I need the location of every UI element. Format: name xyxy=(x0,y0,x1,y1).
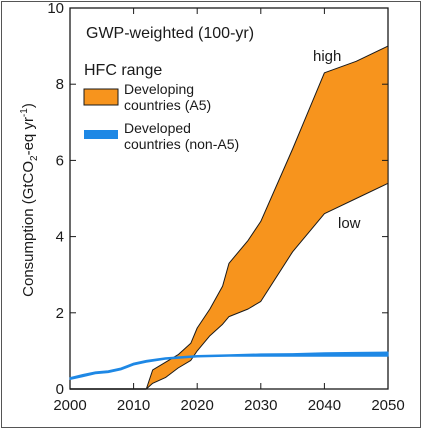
y-tick-label: 8 xyxy=(56,76,64,93)
legend-label-a5-line1: Developing xyxy=(124,81,194,97)
annotation-high: high xyxy=(313,48,341,65)
legend-label-a5-line2: countries (A5) xyxy=(124,97,211,113)
x-tick-label: 2030 xyxy=(244,397,277,414)
y-tick-label: 4 xyxy=(56,229,64,246)
y-axis-label-sub: 2 xyxy=(29,155,40,161)
series-layer xyxy=(69,45,389,390)
y-axis-label-sup: -1 xyxy=(19,108,30,117)
tick-layer: 2000 2010 2020 2030 2040 2050 0 2 4 6 8 10 xyxy=(47,0,404,414)
legend-swatch-a5 xyxy=(83,88,119,106)
y-tick-label: 2 xyxy=(56,305,64,322)
x-tick-label: 2020 xyxy=(181,397,214,414)
y-axis-label-part-3: ) xyxy=(20,103,37,108)
x-tick-label: 2000 xyxy=(53,397,86,414)
legend-swatch-non-a5 xyxy=(84,130,118,139)
legend-label-non-a5-line1: Developed xyxy=(124,120,191,136)
y-axis-label: Consumption (GtCO2-eq yr-1) xyxy=(19,103,40,297)
y-tick-label: 10 xyxy=(47,0,64,17)
y-axis-label-part-2: -eq yr xyxy=(20,117,37,155)
annotation-low: low xyxy=(338,215,361,232)
chart-title: GWP-weighted (100-yr) xyxy=(86,25,254,42)
legend-label-non-a5-line2: countries (non-A5) xyxy=(124,136,239,152)
y-tick-label: 6 xyxy=(56,152,64,169)
x-tick-label: 2040 xyxy=(308,397,341,414)
x-tick-label: 2010 xyxy=(117,397,150,414)
y-tick-label: 0 xyxy=(56,381,64,398)
x-tick-label: 2050 xyxy=(371,397,404,414)
y-axis-label-part-1: Consumption (GtCO xyxy=(20,161,37,297)
legend: HFC range Developing countries (A5) Deve… xyxy=(83,62,239,152)
a5-range-band xyxy=(145,45,389,390)
non-a5-range-band xyxy=(69,351,389,380)
legend-heading: HFC range xyxy=(84,62,162,79)
